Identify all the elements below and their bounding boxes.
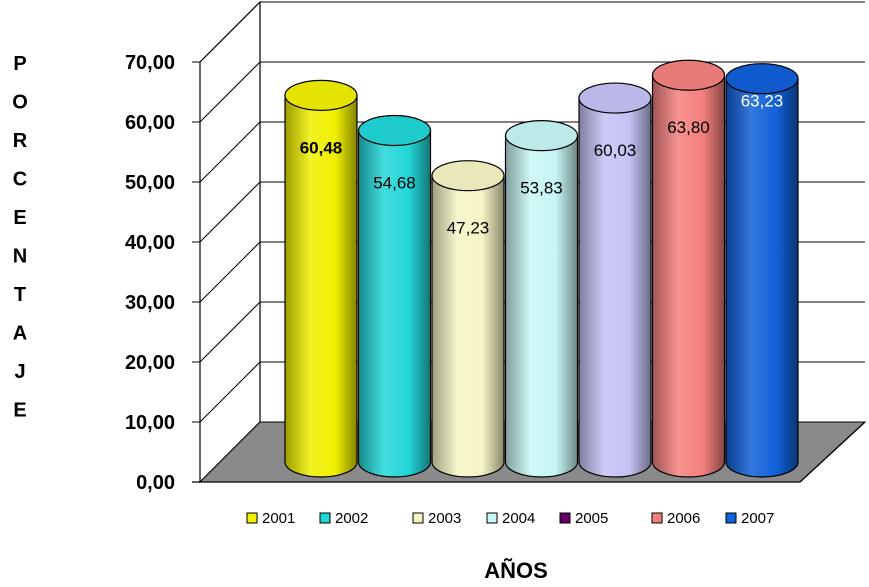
y-label-letter: R [13, 130, 28, 152]
bar-top [651, 59, 726, 91]
data-labels: 60,48 54,68 47,23 53,83 60,03 63,80 63,23 [300, 92, 784, 238]
bar-top [725, 63, 799, 95]
legend-swatch [319, 512, 331, 524]
bar-2001 [284, 79, 358, 478]
legend-label: 2003 [428, 510, 461, 527]
legend-item-2003: 2003 [412, 510, 461, 527]
legend-item-2007: 2007 [725, 510, 774, 527]
legend-item-2006: 2006 [651, 510, 700, 527]
bar-body [504, 135, 579, 478]
legend-swatch [651, 512, 663, 524]
y-tick-label: 50,00 [125, 172, 175, 194]
data-label: 60,03 [594, 141, 637, 160]
bar-2004 [504, 120, 579, 478]
y-label-letter: A [13, 323, 27, 345]
legend-swatch [559, 512, 571, 524]
bar-2003 [431, 160, 505, 478]
data-label: 60,48 [300, 138, 343, 157]
data-label: 47,23 [447, 219, 490, 238]
gridline-diagonal [199, 301, 261, 363]
data-label: 63,23 [741, 92, 784, 111]
bar-top [578, 82, 652, 114]
bar-2007 [725, 63, 799, 478]
floor-edge [799, 421, 866, 483]
legend-label: 2004 [502, 510, 535, 527]
bar-top [357, 114, 432, 147]
legend-label: 2006 [667, 510, 700, 527]
side-wall [199, 0, 261, 484]
y-label-letter: J [14, 361, 25, 383]
legend-label: 2007 [741, 510, 774, 527]
legend-item-2001: 2001 [246, 510, 295, 527]
legend-label: 2005 [575, 510, 608, 527]
data-label: 54,68 [373, 174, 416, 193]
legend-swatch [246, 512, 258, 524]
bar-body [651, 74, 726, 478]
data-label: 63,80 [667, 118, 710, 137]
y-axis-ticks: 0,00 10,00 20,00 30,00 40,00 50,00 60,00 70,00 [125, 52, 200, 494]
legend: 2001 2002 2003 2004 2005 2006 2007 [246, 510, 774, 527]
gridline-diagonal [199, 1, 261, 63]
legend-swatch [725, 512, 737, 524]
y-label-letter: O [12, 92, 28, 114]
legend-item-2005: 2005 [559, 510, 608, 527]
y-tick-label: 60,00 [125, 112, 175, 134]
legend-item-2002: 2002 [319, 510, 368, 527]
y-tick-label: 0,00 [136, 472, 175, 494]
bar-2002 [357, 114, 432, 478]
bar-top [284, 79, 358, 111]
y-tick-label: 20,00 [125, 352, 175, 374]
bar-body [357, 129, 432, 478]
y-tick-label: 10,00 [125, 412, 175, 434]
legend-swatch [486, 512, 498, 524]
y-label-letter: N [13, 246, 27, 268]
y-label-letter: C [13, 169, 27, 191]
legend-label: 2002 [335, 510, 368, 527]
y-tick-label: 70,00 [125, 52, 175, 74]
bar-body [725, 78, 799, 478]
gridline-diagonal [199, 61, 261, 123]
x-axis-label: AÑOS [484, 558, 548, 583]
legend-swatch [412, 512, 424, 524]
bar-body [284, 94, 358, 478]
bar-body [578, 97, 652, 478]
gridline-diagonal [199, 181, 261, 243]
bar-2006 [651, 59, 726, 478]
bar-body [431, 175, 505, 478]
y-label-letter: T [14, 284, 26, 306]
gridline-diagonal [199, 121, 261, 183]
bar-top [431, 160, 505, 192]
y-label-letter: E [13, 207, 26, 229]
bars [284, 59, 799, 478]
legend-item-2004: 2004 [486, 510, 535, 527]
chart-walls [199, 0, 261, 484]
gridline-diagonal [199, 361, 261, 423]
bar-top [504, 120, 579, 152]
y-tick-label: 30,00 [125, 292, 175, 314]
gridline-diagonal [199, 241, 261, 303]
y-tick-label: 40,00 [125, 232, 175, 254]
legend-label: 2001 [262, 510, 295, 527]
y-label-letter: E [13, 400, 26, 422]
y-label-letter: P [13, 53, 26, 75]
data-label: 53,83 [520, 179, 563, 198]
bar-2005 [578, 82, 652, 478]
